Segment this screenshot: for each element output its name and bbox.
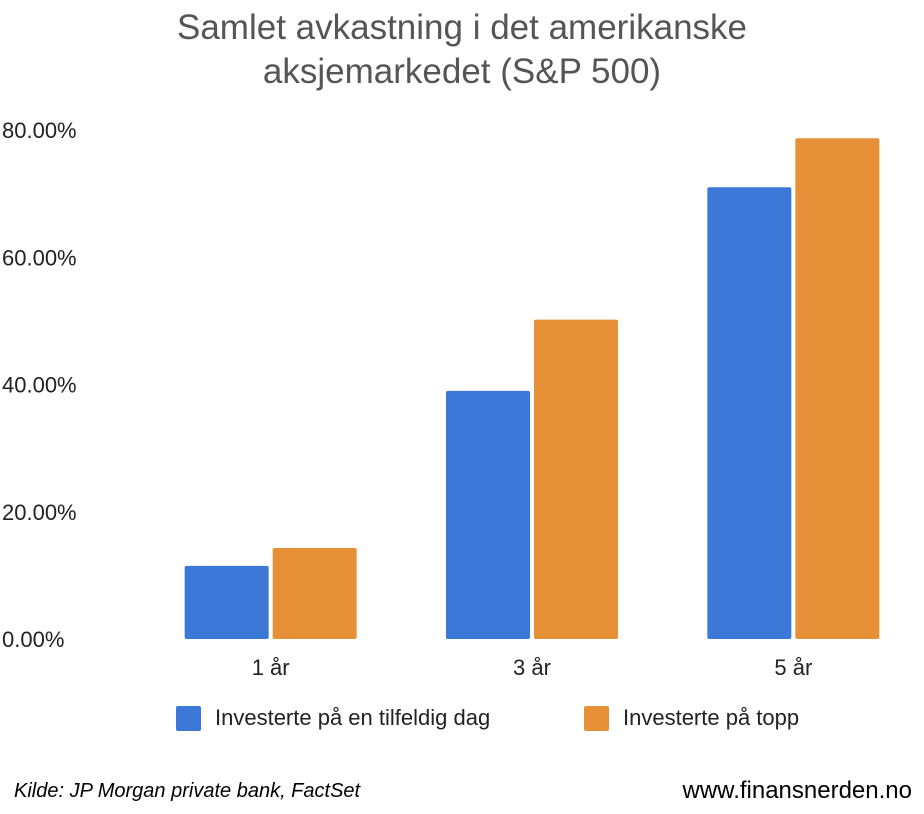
x-tick-label: 1 år [252,655,290,680]
chart-title-line-2: aksjemarkedet (S&P 500) [262,52,662,91]
y-tick-label: 20.00% [2,500,77,525]
bar-chart: 80.00% 60.00% 40.00% 20.00% 0.00% 1 år 3 år 5 å… [2,118,880,680]
x-tick-label: 5 år [774,655,812,680]
chart-title-line-1: Samlet avkastning i det amerikanske [177,8,747,47]
legend-label-peak: Investerte på topp [623,705,800,730]
legend-item-peak: Investerte på topp [584,705,799,731]
bar-peak [534,319,618,639]
bar-peak [795,138,880,640]
y-tick-label: 80.00% [2,118,77,143]
chart-title: Samlet avkastning i det amerikanske aksj… [0,6,924,94]
bar-random-day [707,187,792,639]
y-tick-label: 0.00% [2,627,64,652]
y-tick-label: 40.00% [2,373,77,398]
y-tick-label: 60.00% [2,245,77,270]
legend-label-random-day: Investerte på en tilfeldig dag [215,705,491,730]
website-link[interactable]: www.finansnerden.no [682,777,912,804]
bar-random-day [446,390,530,639]
legend-swatch-peak [584,705,609,731]
x-tick-label: 3 år [513,655,551,680]
legend: Investerte på en tilfeldig dag Investert… [0,705,924,735]
bar-peak [272,548,357,639]
legend-swatch-random-day [176,705,201,731]
legend-item-random-day: Investerte på en tilfeldig dag [176,705,490,731]
bar-random-day [184,565,269,639]
source-note: Kilde: JP Morgan private bank, FactSet [14,780,361,802]
